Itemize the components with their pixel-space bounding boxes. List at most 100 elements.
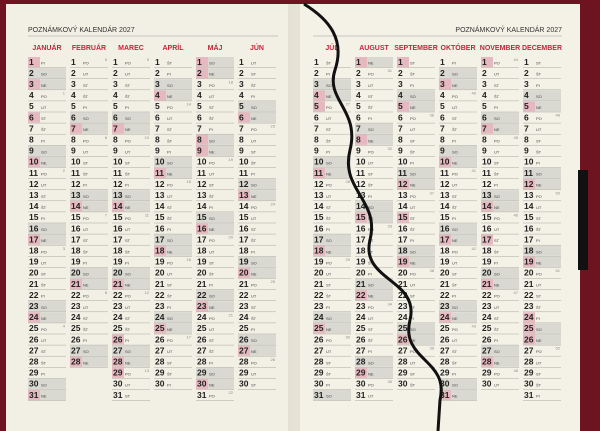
day-number: 23	[398, 301, 408, 311]
weekday: ŠT	[368, 105, 374, 110]
weekday: ST	[536, 371, 542, 376]
day-number: 23	[71, 301, 81, 311]
weekday: PO	[536, 116, 542, 121]
weekday: NE	[326, 327, 332, 332]
week-number: 20	[229, 235, 234, 240]
weekday: ŠT	[125, 327, 131, 332]
day-number: 22	[356, 290, 366, 300]
day-number: 23	[440, 301, 450, 311]
weekday: PI	[494, 105, 498, 110]
day-number: 27	[314, 345, 324, 355]
weekday: UT	[125, 383, 131, 388]
weekday: NE	[251, 272, 257, 277]
day-number: 16	[356, 223, 366, 233]
day-number: 27	[71, 345, 81, 355]
day-number: 29	[524, 368, 534, 378]
month-name: MAREC	[118, 45, 144, 52]
day-number: 28	[524, 357, 534, 367]
day-number: 17	[239, 234, 249, 244]
weekend-shade	[523, 245, 561, 256]
weekday: PI	[410, 83, 414, 88]
weekday: ST	[494, 238, 500, 243]
day-number: 27	[356, 345, 366, 355]
weekday: PO	[494, 61, 500, 66]
day-number: 24	[482, 312, 492, 322]
day-number: 18	[356, 246, 366, 256]
weekday: PI	[326, 149, 330, 154]
day-number: 1	[113, 57, 118, 67]
weekday: PI	[410, 238, 414, 243]
day-number: 18	[71, 246, 81, 256]
weekday: ŠT	[410, 149, 416, 154]
weekday: PO	[125, 294, 131, 299]
weekend-shade	[523, 334, 561, 345]
weekday: SO	[452, 72, 458, 77]
spine-shadow	[288, 4, 300, 431]
day-number: 28	[440, 357, 450, 367]
day-number: 23	[155, 301, 165, 311]
weekday: ŠT	[209, 194, 215, 199]
weekday: PI	[452, 138, 456, 143]
day-number: 26	[29, 334, 39, 344]
day-number: 16	[398, 223, 408, 233]
day-number: 9	[239, 146, 244, 156]
weekend-shade	[481, 356, 519, 367]
day-number: 22	[29, 290, 39, 300]
weekday: ST	[410, 216, 416, 221]
weekday: ST	[125, 238, 131, 243]
weekday: NE	[494, 283, 500, 288]
day-number: 22	[155, 290, 165, 300]
day-number: 27	[524, 345, 534, 355]
day-number: 3	[314, 79, 319, 89]
weekday: PI	[494, 183, 498, 188]
holiday-box	[28, 390, 40, 401]
weekday: ŠT	[536, 149, 542, 154]
day-number: 11	[155, 168, 164, 178]
day-number: 20	[356, 268, 366, 278]
weekday: UT	[452, 105, 458, 110]
weekday: NE	[209, 72, 215, 77]
day-number: 2	[524, 68, 529, 78]
day-number: 4	[524, 90, 529, 100]
holiday-box	[28, 312, 40, 323]
weekday: UT	[326, 194, 332, 199]
weekday: ŠT	[452, 283, 458, 288]
day-number: 22	[71, 290, 81, 300]
day-number: 2	[440, 68, 445, 78]
day-number: 3	[197, 79, 202, 89]
holiday-box	[112, 123, 124, 134]
holiday-box	[397, 101, 409, 112]
weekend-shade	[196, 367, 234, 378]
day-number: 13	[197, 190, 207, 200]
weekend-shade	[355, 290, 393, 301]
holiday-box	[439, 234, 451, 245]
day-number: 12	[356, 179, 366, 189]
holiday-box	[439, 156, 451, 167]
day-number: 14	[440, 201, 450, 211]
day-number: 21	[239, 279, 249, 289]
day-number: 5	[155, 101, 160, 111]
weekend-shade	[313, 323, 351, 334]
weekday: ST	[452, 194, 458, 199]
week-number: 51	[556, 268, 561, 273]
holiday-box	[238, 345, 250, 356]
weekday: SO	[536, 94, 542, 99]
weekday: ŠT	[410, 227, 416, 232]
weekday: SO	[410, 249, 416, 254]
day-number: 5	[197, 101, 202, 111]
day-number: 14	[113, 201, 123, 211]
holiday-box	[154, 245, 166, 256]
weekday: SO	[494, 349, 500, 354]
day-number: 24	[155, 312, 165, 322]
week-number: 38	[430, 268, 435, 273]
day-number: 20	[398, 268, 408, 278]
weekday: PI	[452, 371, 456, 376]
weekday: UT	[209, 249, 215, 254]
day-number: 23	[356, 301, 366, 311]
day-number: 12	[398, 179, 408, 189]
weekday: ŠT	[494, 249, 500, 254]
weekday: PO	[209, 161, 215, 166]
day-number: 12	[155, 179, 165, 189]
weekday: ŠT	[494, 94, 500, 99]
weekday: ST	[167, 205, 173, 210]
